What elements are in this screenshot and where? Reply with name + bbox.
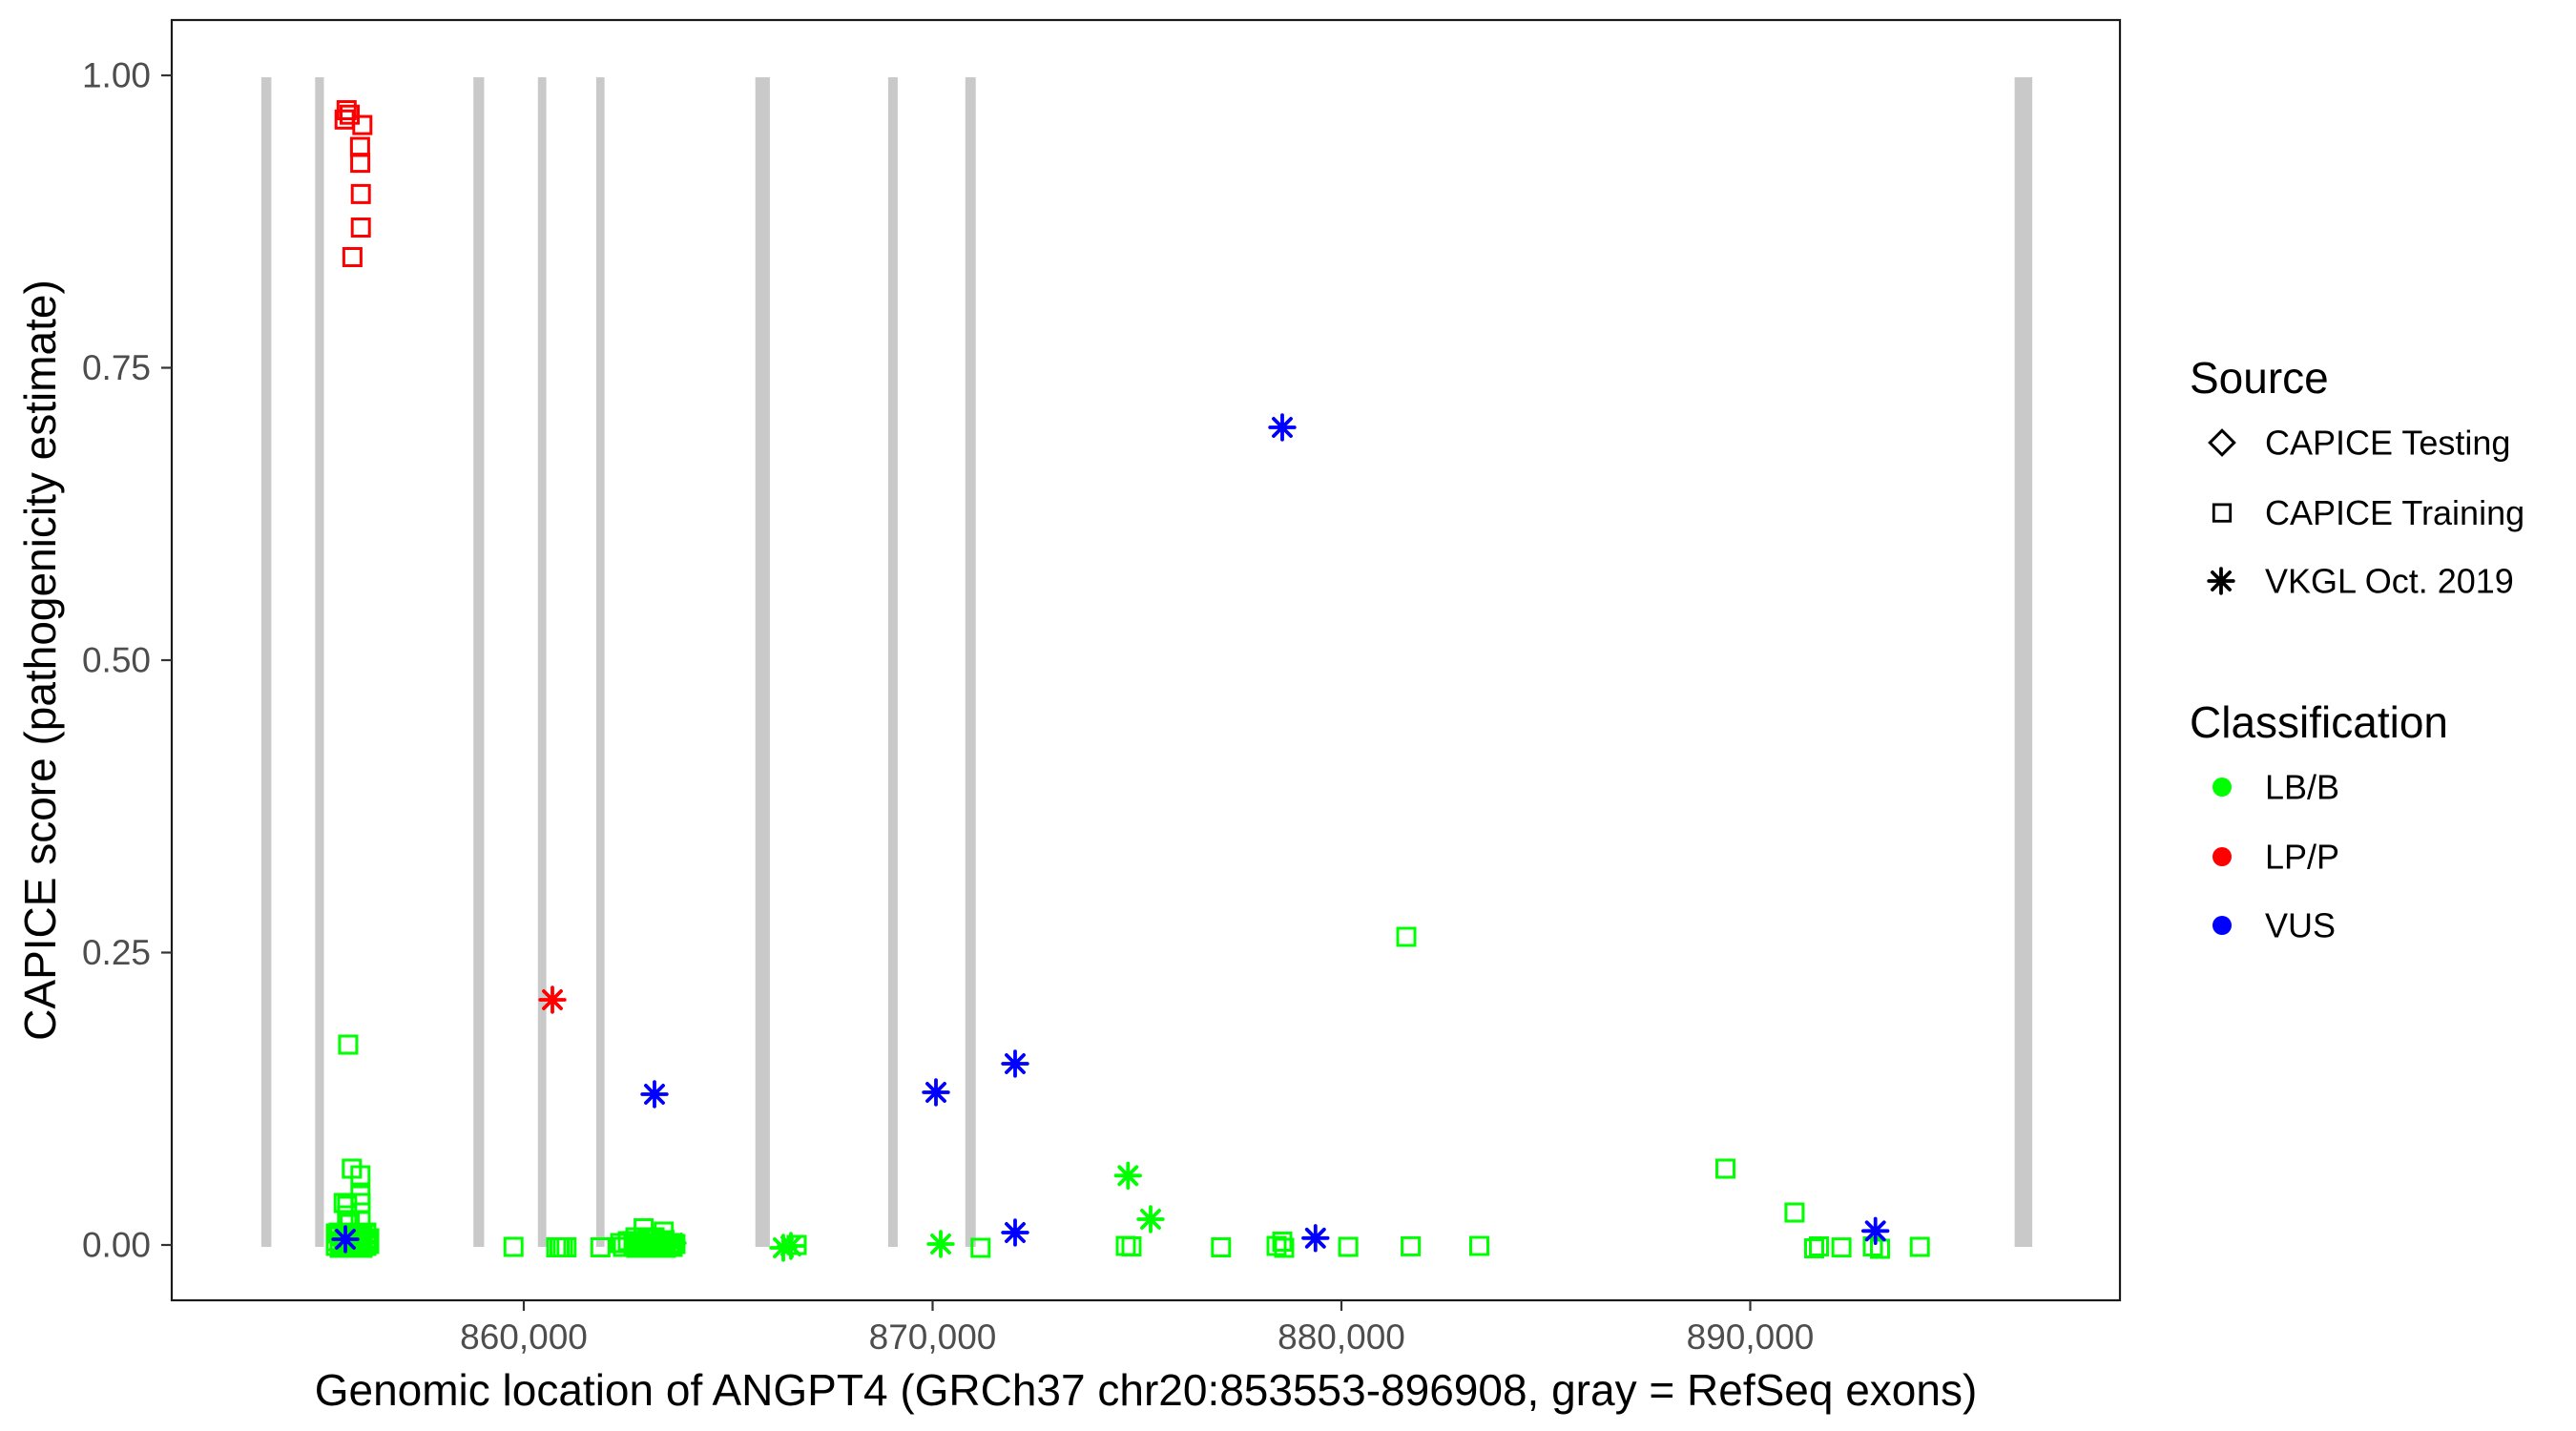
svg-text:0.25: 0.25 [82, 933, 151, 972]
svg-text:0.75: 0.75 [82, 348, 151, 387]
svg-text:0.50: 0.50 [82, 641, 151, 680]
svg-text:870,000: 870,000 [869, 1317, 997, 1357]
svg-text:CAPICE Training: CAPICE Training [2265, 493, 2524, 532]
svg-text:1.00: 1.00 [82, 56, 151, 95]
svg-text:CAPICE Testing: CAPICE Testing [2265, 424, 2510, 463]
svg-text:0.00: 0.00 [82, 1226, 151, 1265]
svg-text:Source: Source [2190, 353, 2329, 403]
svg-text:Classification: Classification [2190, 697, 2448, 747]
svg-text:860,000: 860,000 [460, 1317, 588, 1357]
svg-text:VUS: VUS [2265, 906, 2336, 945]
svg-text:Genomic location of ANGPT4 (GR: Genomic location of ANGPT4 (GRCh37 chr20… [315, 1365, 1978, 1415]
svg-text:880,000: 880,000 [1278, 1317, 1405, 1357]
svg-text:LB/B: LB/B [2265, 768, 2339, 807]
svg-text:VKGL Oct. 2019: VKGL Oct. 2019 [2265, 562, 2514, 601]
svg-text:890,000: 890,000 [1687, 1317, 1815, 1357]
svg-text:CAPICE score (pathogenicity es: CAPICE score (pathogenicity estimate) [15, 280, 65, 1041]
svg-text:LP/P: LP/P [2265, 838, 2339, 877]
